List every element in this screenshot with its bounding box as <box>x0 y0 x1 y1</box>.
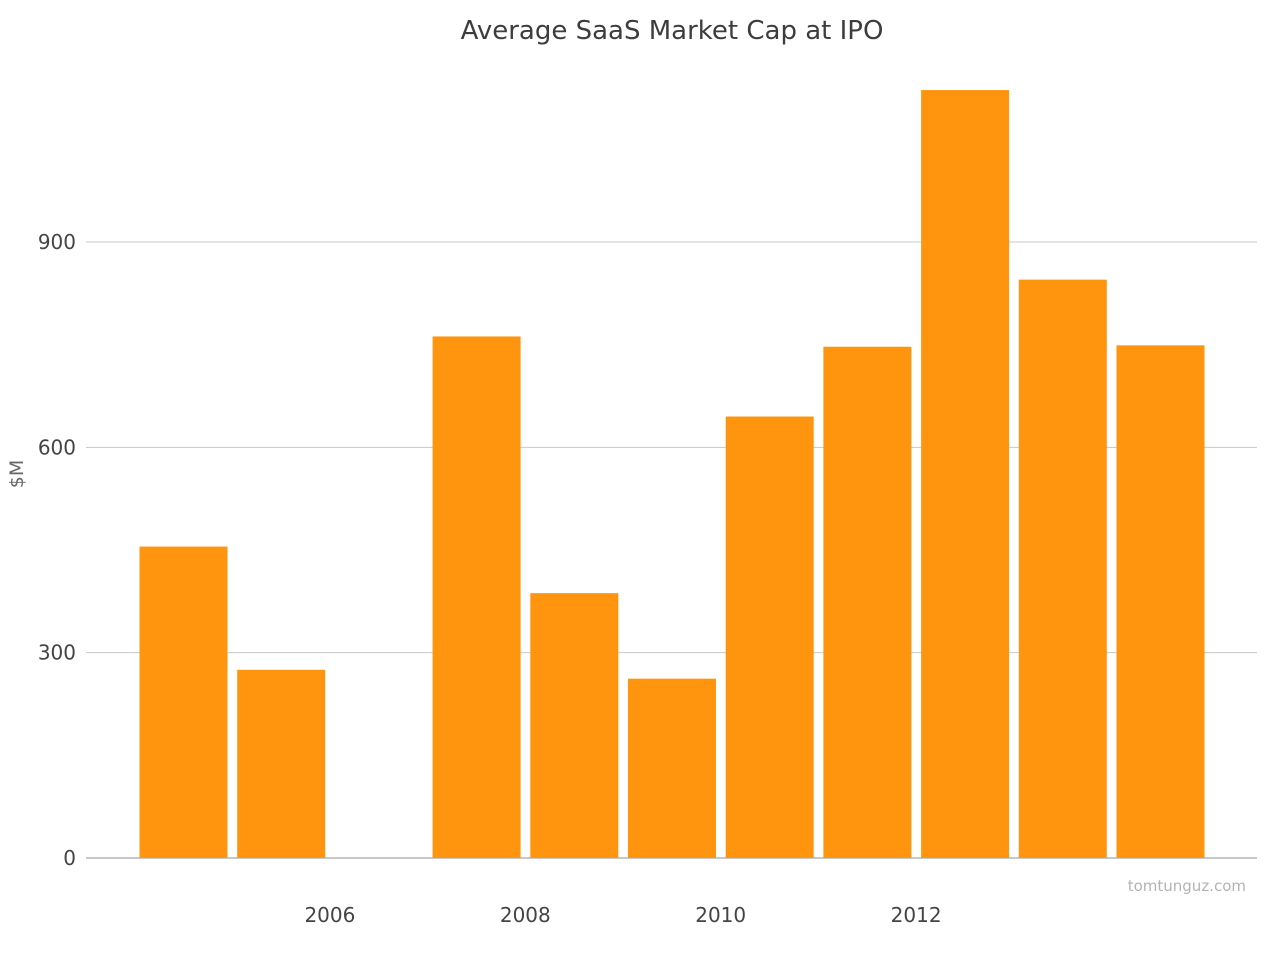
bar-2008 <box>432 336 521 858</box>
bar-2005 <box>139 546 228 858</box>
x-axis-ticks: 2006 2008 2010 2012 <box>304 903 941 927</box>
bar-2012 <box>823 346 912 858</box>
source-watermark: tomtunguz.com <box>1128 877 1246 895</box>
x-tick-label: 2008 <box>500 903 551 927</box>
chart-title: Average SaaS Market Cap at IPO <box>461 16 884 46</box>
bar-2013 <box>921 90 1010 858</box>
y-tick-label: 0 <box>63 846 76 870</box>
y-tick-label: 600 <box>38 435 76 459</box>
y-axis-label: $M <box>6 460 28 488</box>
bars <box>139 90 1205 859</box>
bar-2014 <box>1018 279 1107 859</box>
x-tick-label: 2010 <box>695 903 746 927</box>
y-tick-label: 300 <box>38 641 76 665</box>
bar-2011 <box>725 416 814 858</box>
y-axis-ticks: 0 300 600 900 <box>38 230 76 870</box>
x-tick-label: 2012 <box>891 903 942 927</box>
bar-2010 <box>628 678 716 858</box>
bar-2009 <box>530 593 619 858</box>
y-tick-label: 900 <box>38 230 76 254</box>
bar-2015 <box>1116 345 1205 859</box>
bar-2006 <box>237 669 326 858</box>
x-tick-label: 2006 <box>304 903 355 927</box>
